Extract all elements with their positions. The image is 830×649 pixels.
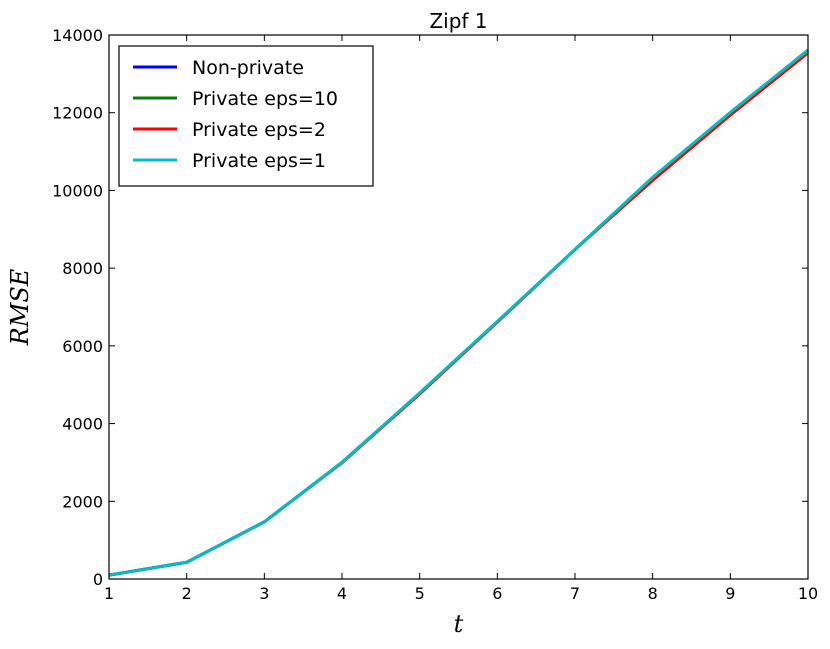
x-axis-label: t [454,610,464,638]
y-tick-label: 10000 [52,181,103,200]
legend-label: Private eps=10 [192,88,338,110]
series-line-4 [108,48,809,577]
y-tick-label: 12000 [52,104,103,123]
y-tick-label: 2000 [62,492,103,511]
x-tick-label: 4 [337,584,347,603]
legend-label: Private eps=1 [192,150,326,172]
x-tick-label: 6 [492,584,502,603]
y-tick-label: 6000 [62,337,103,356]
x-tick-label: 10 [798,584,818,603]
chart-title: Zipf 1 [429,9,487,33]
legend-box [118,45,374,187]
x-tick-label: 2 [182,584,192,603]
x-tick-label: 5 [415,584,425,603]
y-tick-label: 4000 [62,415,103,434]
plot-frame [108,34,809,580]
x-tick-label: 3 [259,584,269,603]
x-tick-label: 1 [104,584,114,603]
legend-label: Non-private [192,57,304,79]
x-tick-label: 7 [570,584,580,603]
y-tick-label: 14000 [52,26,103,45]
series-lines [108,48,809,577]
y-tick-label: 0 [93,570,103,589]
legend-label: Private eps=2 [192,119,326,141]
axis-ticks: 1 2 3 4 5 6 7 8 9 10 0 2000 4000 6000 8000 10000 12000 14… [52,26,818,603]
y-tick-label: 8000 [62,259,103,278]
y-axis-label: RMSE [6,268,34,346]
x-tick-label: 9 [725,584,735,603]
legend: Non-private Private eps=10 Private eps=2 Pr… [118,45,374,187]
x-tick-label: 8 [648,584,658,603]
